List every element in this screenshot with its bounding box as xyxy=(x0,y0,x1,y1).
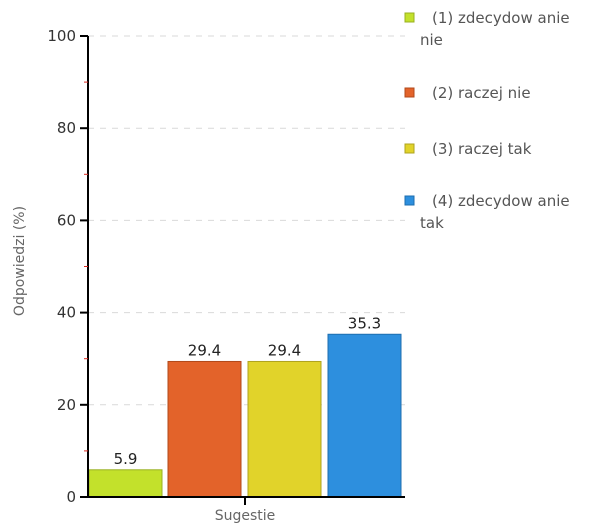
bar xyxy=(88,469,163,498)
data-label: 5.9 xyxy=(114,450,138,468)
legend-label: (1) zdecydow anie xyxy=(432,9,570,27)
legend-label: nie xyxy=(420,31,443,49)
legend-item: (2) raczej nie xyxy=(404,84,531,102)
legend-label: (4) zdecydow anie xyxy=(432,192,570,210)
legend-swatch xyxy=(404,143,415,154)
legend-item: (4) zdecydow anie tak xyxy=(404,192,570,232)
y-axis-label: Odpowiedzi (%) xyxy=(12,206,28,316)
bar xyxy=(247,360,322,498)
y-tick-label: 20 xyxy=(57,396,76,414)
data-label: 29.4 xyxy=(268,341,301,359)
data-label: 35.3 xyxy=(348,314,381,332)
legend-swatch xyxy=(404,87,415,98)
y-tick-label: 80 xyxy=(57,119,76,137)
y-tick-label: 100 xyxy=(47,27,76,45)
bar xyxy=(327,333,402,498)
legend-swatch xyxy=(404,12,415,23)
bar xyxy=(167,360,242,498)
legend-item: (3) raczej tak xyxy=(404,140,532,158)
y-tick-label: 0 xyxy=(66,488,76,506)
legend: (1) zdecydow anie nie (2) raczej nie (3) ra… xyxy=(404,9,570,232)
axes-layer xyxy=(80,35,405,505)
y-tick-label: 60 xyxy=(57,211,76,229)
x-axis-label: Sugestie xyxy=(215,508,276,524)
legend-swatch xyxy=(404,195,415,206)
labels-layer: 5.9 29.4 29.4 35.3 0 20 40 60 80 100 xyxy=(47,27,381,506)
legend-item: (1) zdecydow anie nie xyxy=(404,9,570,49)
legend-label: (3) raczej tak xyxy=(432,140,532,158)
legend-label: tak xyxy=(420,214,444,232)
bars-layer xyxy=(88,333,402,498)
data-label: 29.4 xyxy=(188,341,221,359)
legend-label: (2) raczej nie xyxy=(432,84,531,102)
y-tick-label: 40 xyxy=(57,304,76,322)
